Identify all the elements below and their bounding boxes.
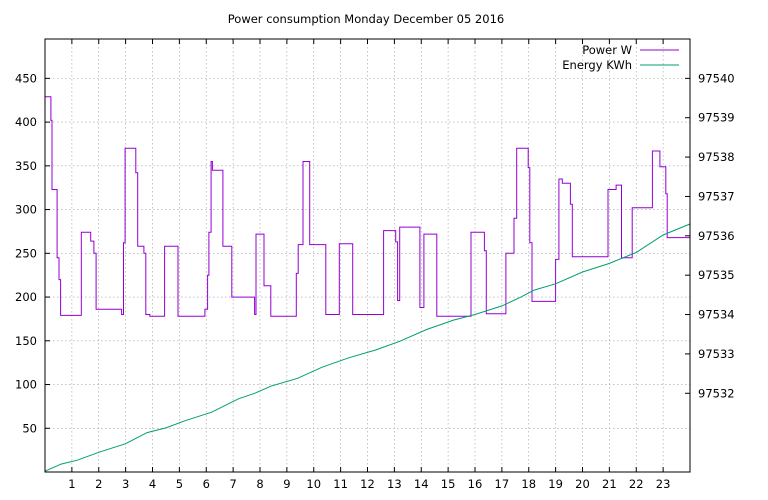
y-tick-label: 400 bbox=[15, 115, 37, 129]
x-tick-label: 15 bbox=[441, 477, 456, 491]
x-tick-label: 3 bbox=[122, 477, 129, 491]
y-tick-label: 200 bbox=[15, 290, 37, 304]
y-tick-label: 250 bbox=[15, 246, 37, 260]
y-tick-label: 450 bbox=[15, 71, 37, 85]
x-tick-label: 2 bbox=[95, 477, 102, 491]
x-tick-label: 22 bbox=[629, 477, 644, 491]
series-layer bbox=[44, 96, 691, 472]
y-tick-label: 100 bbox=[15, 378, 37, 392]
x-tick-label: 21 bbox=[602, 477, 617, 491]
x-tick-label: 1 bbox=[68, 477, 75, 491]
x-tick-label: 4 bbox=[149, 477, 156, 491]
x-tick-label: 7 bbox=[229, 477, 236, 491]
x-tick-label: 18 bbox=[521, 477, 536, 491]
series-line-power bbox=[45, 96, 690, 317]
y2-tick-label: 97535 bbox=[698, 268, 735, 282]
x-tick-label: 13 bbox=[387, 477, 402, 491]
y2-tick-label: 97539 bbox=[698, 111, 735, 125]
x-tick-label: 23 bbox=[656, 477, 671, 491]
x-tick-label: 20 bbox=[575, 477, 590, 491]
y-tick-label: 50 bbox=[22, 421, 37, 435]
axis-ticks: 1 2 3 4 5 6 7 8 9 10 11 12 13 14 15 16 17 18 19 20 21 22 23501… bbox=[15, 39, 735, 491]
x-tick-label: 14 bbox=[414, 477, 429, 491]
series-line-energy bbox=[44, 223, 691, 472]
x-tick-label: 12 bbox=[360, 477, 375, 491]
x-tick-label: 16 bbox=[468, 477, 483, 491]
legend-label-energy: Energy KWh bbox=[562, 58, 632, 72]
grid-lines bbox=[45, 39, 690, 472]
x-tick-label: 6 bbox=[203, 477, 210, 491]
x-tick-label: 10 bbox=[306, 477, 321, 491]
y-tick-label: 150 bbox=[15, 334, 37, 348]
y2-tick-label: 97538 bbox=[698, 150, 735, 164]
y-tick-label: 300 bbox=[15, 203, 37, 217]
y2-tick-label: 97537 bbox=[698, 189, 735, 203]
x-tick-label: 5 bbox=[176, 477, 183, 491]
y2-tick-label: 97534 bbox=[698, 308, 735, 322]
y2-tick-label: 97532 bbox=[698, 386, 735, 400]
x-tick-label: 17 bbox=[495, 477, 510, 491]
legend: Power W Energy KWh bbox=[562, 43, 679, 72]
y2-tick-label: 97540 bbox=[698, 71, 735, 85]
x-tick-label: 9 bbox=[283, 477, 290, 491]
x-tick-label: 19 bbox=[548, 477, 563, 491]
chart-title: Power consumption Monday December 05 201… bbox=[228, 12, 504, 26]
y2-tick-label: 97533 bbox=[698, 347, 735, 361]
legend-label-power: Power W bbox=[582, 43, 632, 57]
x-tick-label: 8 bbox=[256, 477, 263, 491]
y2-tick-label: 97536 bbox=[698, 229, 735, 243]
x-tick-label: 11 bbox=[333, 477, 348, 491]
y-tick-label: 350 bbox=[15, 159, 37, 173]
